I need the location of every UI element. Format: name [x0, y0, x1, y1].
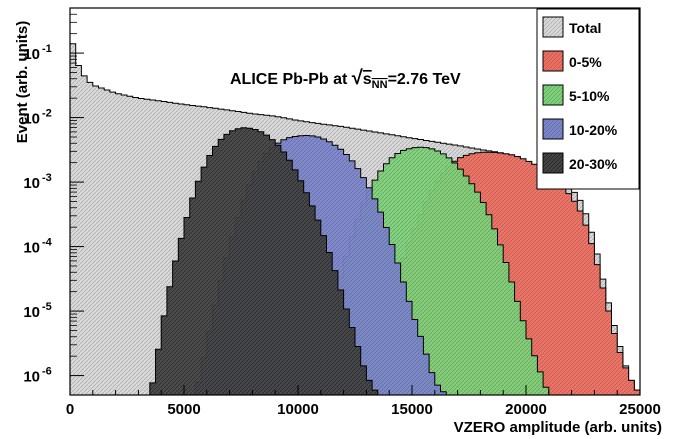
legend-label: Total — [569, 20, 601, 36]
legend-label: 20-30% — [569, 156, 618, 172]
legend-swatch — [542, 50, 564, 72]
legend-swatch — [542, 152, 564, 174]
x-tick-label: 10000 — [277, 401, 319, 418]
legend-swatch — [542, 16, 564, 38]
x-tick-label: 5000 — [167, 401, 200, 418]
legend-label: 5-10% — [569, 88, 610, 104]
chart-annotation: ALICE Pb-Pb at √sNN=2.76 TeV — [230, 67, 461, 91]
legend-swatch — [542, 84, 564, 106]
x-tick-label: 15000 — [391, 401, 433, 418]
y-tick-exponent: -6 — [42, 366, 52, 378]
y-tick-exponent: -2 — [42, 108, 52, 120]
y-tick-exponent: -3 — [42, 172, 52, 184]
legend-label: 0-5% — [569, 54, 602, 70]
y-tick-exponent: -4 — [42, 237, 53, 249]
x-axis-label: VZERO amplitude (arb. units) — [454, 419, 662, 436]
y-tick-label: 10 — [23, 304, 40, 321]
y-axis-label: Event (arb. units) — [14, 21, 31, 144]
sqrt-symbol: √ — [352, 67, 364, 89]
y-tick-label: 10 — [23, 240, 40, 257]
histogram-20-30pct — [149, 127, 379, 396]
legend: Total 0-5% 5-10% 10-20% 20-30% — [536, 8, 640, 190]
y-tick-label: 10 — [23, 111, 40, 128]
legend-label: 10-20% — [569, 122, 618, 138]
series-layer — [69, 43, 641, 396]
x-tick-label: 20000 — [505, 401, 547, 418]
y-tick-exponent: -1 — [42, 43, 52, 55]
y-tick-exponent: -5 — [42, 301, 52, 313]
y-tick-label: 10 — [23, 175, 40, 192]
y-tick-label: 10 — [23, 369, 40, 386]
legend-swatch — [542, 118, 564, 140]
x-tick-label: 0 — [66, 401, 74, 418]
x-tick-label: 25000 — [619, 401, 661, 418]
y-tick-label: 10 — [23, 46, 40, 63]
